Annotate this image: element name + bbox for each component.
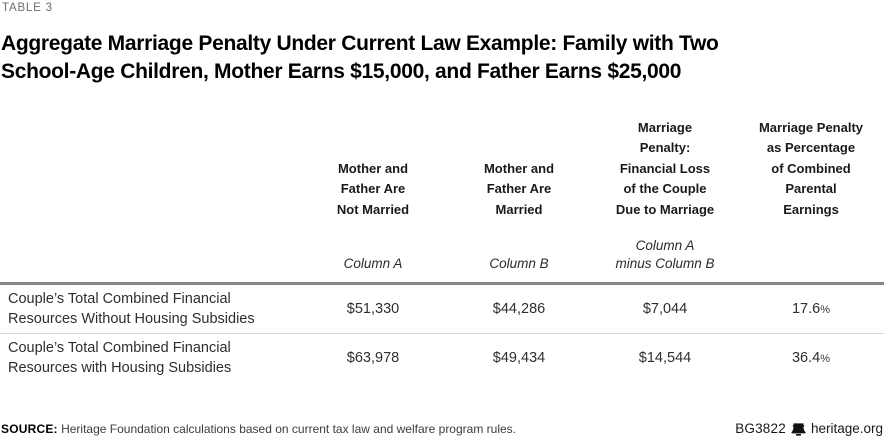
table-number-label: TABLE 3 — [2, 2, 53, 14]
subheader-spacer — [0, 220, 300, 285]
value-married-0: $44,286 — [446, 283, 592, 334]
table-row-with-subsidies: Couple’s Total Combined Financial Resour… — [0, 333, 884, 383]
header-spacer — [0, 86, 300, 220]
row-label-with-subsidies: Couple’s Total Combined Financial Resour… — [8, 340, 232, 377]
document-id: BG3822 — [735, 421, 786, 436]
value-not-married-0: $51,330 — [300, 283, 446, 334]
marriage-penalty-table: Mother and Father Are Not Married Mother… — [0, 86, 884, 383]
value-penalty-1: $14,544 — [638, 350, 692, 367]
source-text: Heritage Foundation calculations based o… — [57, 421, 516, 436]
table-subheader-row: Column A Column B Column A minus Column … — [0, 220, 884, 285]
liberty-bell-icon — [791, 422, 806, 436]
percent-sign: % — [820, 353, 830, 366]
percent-sign: % — [820, 303, 830, 316]
table-header-row: Mother and Father Are Not Married Mother… — [0, 86, 884, 220]
value-not-married-1: $63,978 — [346, 350, 400, 367]
heritage-site-link[interactable]: heritage.org — [810, 421, 883, 436]
value-penalty-pct-1: 36.4% — [738, 333, 884, 383]
subheader-empty — [738, 220, 884, 285]
column-header-not-married: Mother and Father Are Not Married — [336, 160, 410, 217]
table-row-without-subsidies: Couple’s Total Combined Financial Resour… — [0, 283, 884, 334]
subheader-column-b: Column B — [446, 220, 592, 285]
page-title: Aggregate Marriage Penalty Under Current… — [1, 32, 719, 83]
row-label-without-subsidies: Couple’s Total Combined Financial Resour… — [0, 283, 300, 334]
footer-branding: BG3822 heritage.org — [735, 421, 883, 436]
column-header-penalty-pct: Marriage Penalty as Percentage of Combin… — [758, 119, 864, 217]
value-penalty-pct-0: 17.6% — [738, 283, 884, 334]
source-note: SOURCE: Heritage Foundation calculations… — [1, 422, 516, 436]
value-married-1: $49,434 — [492, 350, 546, 367]
source-label: SOURCE: — [1, 421, 58, 436]
subheader-column-a: Column A — [300, 220, 446, 285]
footer: SOURCE: Heritage Foundation calculations… — [1, 421, 883, 436]
column-header-married: Mother and Father Are Married — [483, 160, 555, 217]
value-penalty-0: $7,044 — [592, 283, 738, 334]
pct-number: 17.6 — [791, 300, 821, 317]
subheader-column-a-minus-b: Column A minus Column B — [592, 220, 738, 285]
column-header-penalty: Marriage Penalty: Financial Loss of the … — [615, 119, 715, 217]
pct-number: 36.4 — [791, 350, 821, 367]
